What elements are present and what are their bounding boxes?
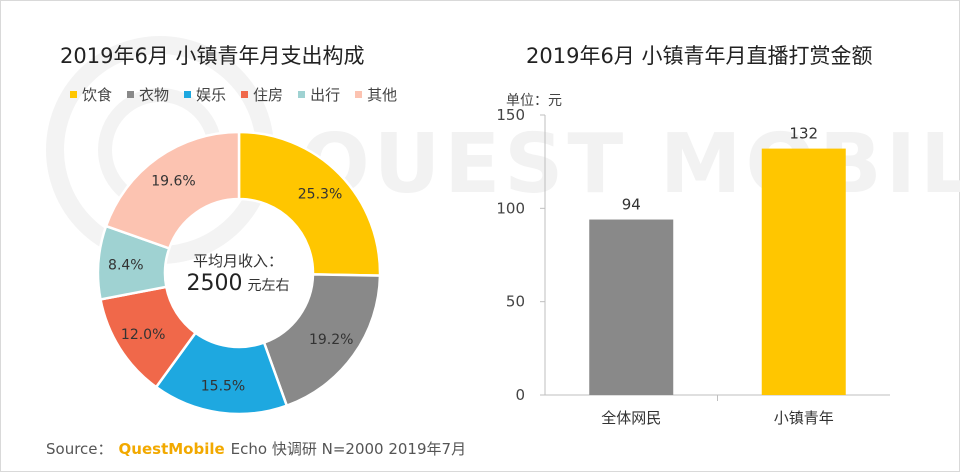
- legend-label: 其他: [367, 86, 398, 104]
- unit-label: 单位：元: [506, 93, 562, 109]
- income-unit: 元左右: [247, 278, 290, 294]
- legend-item-0: 饮食: [70, 84, 112, 105]
- y-tick-label-1: 50: [506, 293, 525, 311]
- slice-value-label-1: 19.2%: [309, 332, 353, 348]
- bar-value-label-1: 132: [789, 125, 818, 143]
- source-brand: QuestMobile: [118, 440, 225, 458]
- income-number: 2500: [186, 271, 243, 296]
- x-category-label-1: 小镇青年: [774, 409, 834, 427]
- legend-swatch: [355, 91, 363, 98]
- left-chart-title: 2019年6月 小镇青年月支出构成: [60, 44, 365, 68]
- donut-slice-0: [237, 130, 382, 277]
- slice-value-label-5: 19.6%: [151, 173, 195, 189]
- x-category-label-0: 全体网民: [601, 409, 661, 427]
- legend-label: 饮食: [82, 86, 113, 104]
- center-income-value: 2500 元左右: [178, 271, 298, 296]
- pie-legend: 饮食 衣物 娱乐 住房 出行 其他: [70, 84, 397, 105]
- slice-value-label-0: 25.3%: [298, 187, 342, 203]
- legend-item-4: 出行: [298, 84, 340, 105]
- legend-swatch: [70, 91, 77, 98]
- legend-label: 住房: [253, 86, 284, 104]
- bar-0: [589, 219, 674, 395]
- legend-swatch: [127, 91, 135, 98]
- bar-1: [761, 148, 846, 395]
- legend-item-2: 娱乐: [184, 84, 226, 105]
- donut-slice-1: [262, 273, 382, 408]
- right-chart-title: 2019年6月 小镇青年月直播打赏金额: [526, 44, 873, 68]
- donut-slice-5: [104, 130, 241, 250]
- slice-value-label-2: 15.5%: [201, 378, 245, 394]
- source-note: Source： QuestMobile Echo 快调研 N=2000 2019年7…: [46, 438, 466, 459]
- legend-swatch: [298, 91, 306, 98]
- legend-item-3: 住房: [241, 84, 283, 105]
- legend-swatch: [184, 91, 192, 98]
- source-rest: Echo 快调研 N=2000 2019年7月: [230, 440, 467, 458]
- center-income-label: 平均月收入：: [192, 252, 283, 270]
- slice-value-label-4: 8.4%: [108, 257, 144, 273]
- legend-label: 娱乐: [196, 86, 227, 104]
- y-tick-label-3: 150: [496, 106, 525, 124]
- legend-label: 衣物: [139, 86, 170, 104]
- y-tick-label-0: 0: [515, 386, 525, 404]
- legend-item-5: 其他: [355, 84, 397, 105]
- y-tick-label-2: 100: [496, 199, 525, 217]
- legend-item-1: 衣物: [127, 84, 169, 105]
- slice-value-label-3: 12.0%: [121, 327, 165, 343]
- bar-value-label-0: 94: [622, 196, 641, 214]
- legend-swatch: [241, 91, 249, 98]
- source-prefix: Source：: [46, 440, 113, 458]
- legend-label: 出行: [310, 86, 341, 104]
